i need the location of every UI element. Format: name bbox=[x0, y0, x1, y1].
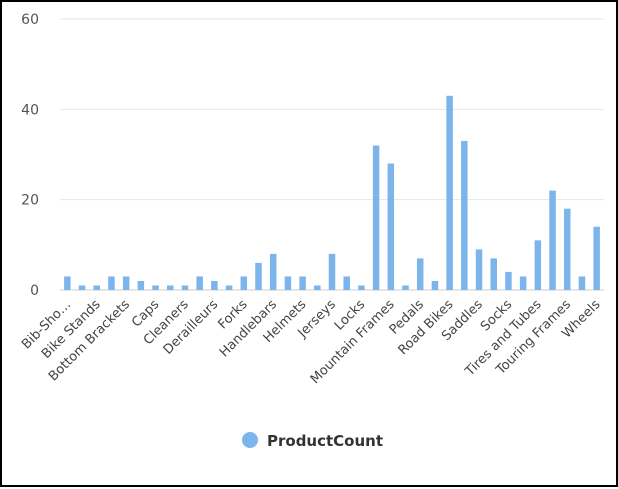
bar[interactable] bbox=[108, 276, 115, 290]
bar[interactable] bbox=[328, 253, 336, 290]
bar[interactable] bbox=[461, 140, 468, 290]
bar[interactable] bbox=[431, 280, 439, 290]
legend-label[interactable]: ProductCount bbox=[267, 432, 383, 450]
bar[interactable] bbox=[475, 249, 483, 290]
bar[interactable] bbox=[578, 276, 586, 290]
bar[interactable] bbox=[549, 190, 556, 290]
bar[interactable] bbox=[402, 285, 409, 290]
bar[interactable] bbox=[255, 262, 262, 290]
bar[interactable] bbox=[593, 226, 600, 290]
bar[interactable] bbox=[225, 285, 233, 290]
bar[interactable] bbox=[446, 95, 453, 291]
legend-marker[interactable] bbox=[242, 432, 258, 448]
bars bbox=[64, 95, 600, 291]
bar[interactable] bbox=[196, 276, 203, 290]
bar[interactable] bbox=[152, 285, 159, 290]
bar[interactable] bbox=[563, 208, 571, 290]
bar[interactable] bbox=[387, 163, 395, 290]
bar[interactable] bbox=[490, 258, 497, 290]
bar[interactable] bbox=[240, 276, 248, 290]
bar[interactable] bbox=[269, 253, 277, 290]
y-tick-label: 20 bbox=[21, 193, 39, 209]
bar[interactable] bbox=[93, 285, 101, 290]
bar[interactable] bbox=[519, 276, 527, 290]
bar[interactable] bbox=[211, 280, 218, 290]
bar[interactable] bbox=[299, 276, 306, 290]
bar[interactable] bbox=[137, 280, 145, 290]
bar[interactable] bbox=[358, 285, 365, 290]
bar[interactable] bbox=[284, 276, 292, 290]
bar[interactable] bbox=[416, 258, 424, 290]
bar[interactable] bbox=[372, 145, 380, 290]
y-tick-label: 0 bbox=[30, 283, 39, 299]
y-tick-label: 60 bbox=[21, 12, 39, 28]
bar[interactable] bbox=[343, 276, 350, 290]
bar[interactable] bbox=[122, 276, 130, 290]
y-tick-label: 40 bbox=[21, 102, 39, 118]
bar[interactable] bbox=[78, 285, 86, 290]
y-axis-ticks: 0 20 40 60 bbox=[21, 12, 39, 299]
bar[interactable] bbox=[314, 285, 321, 290]
bar[interactable] bbox=[534, 240, 542, 290]
bar[interactable] bbox=[167, 285, 174, 290]
bar[interactable] bbox=[181, 285, 189, 290]
grid-lines bbox=[60, 18, 604, 291]
bar[interactable] bbox=[64, 276, 71, 290]
legend[interactable]: ProductCount bbox=[242, 432, 383, 450]
bar[interactable] bbox=[505, 271, 512, 290]
